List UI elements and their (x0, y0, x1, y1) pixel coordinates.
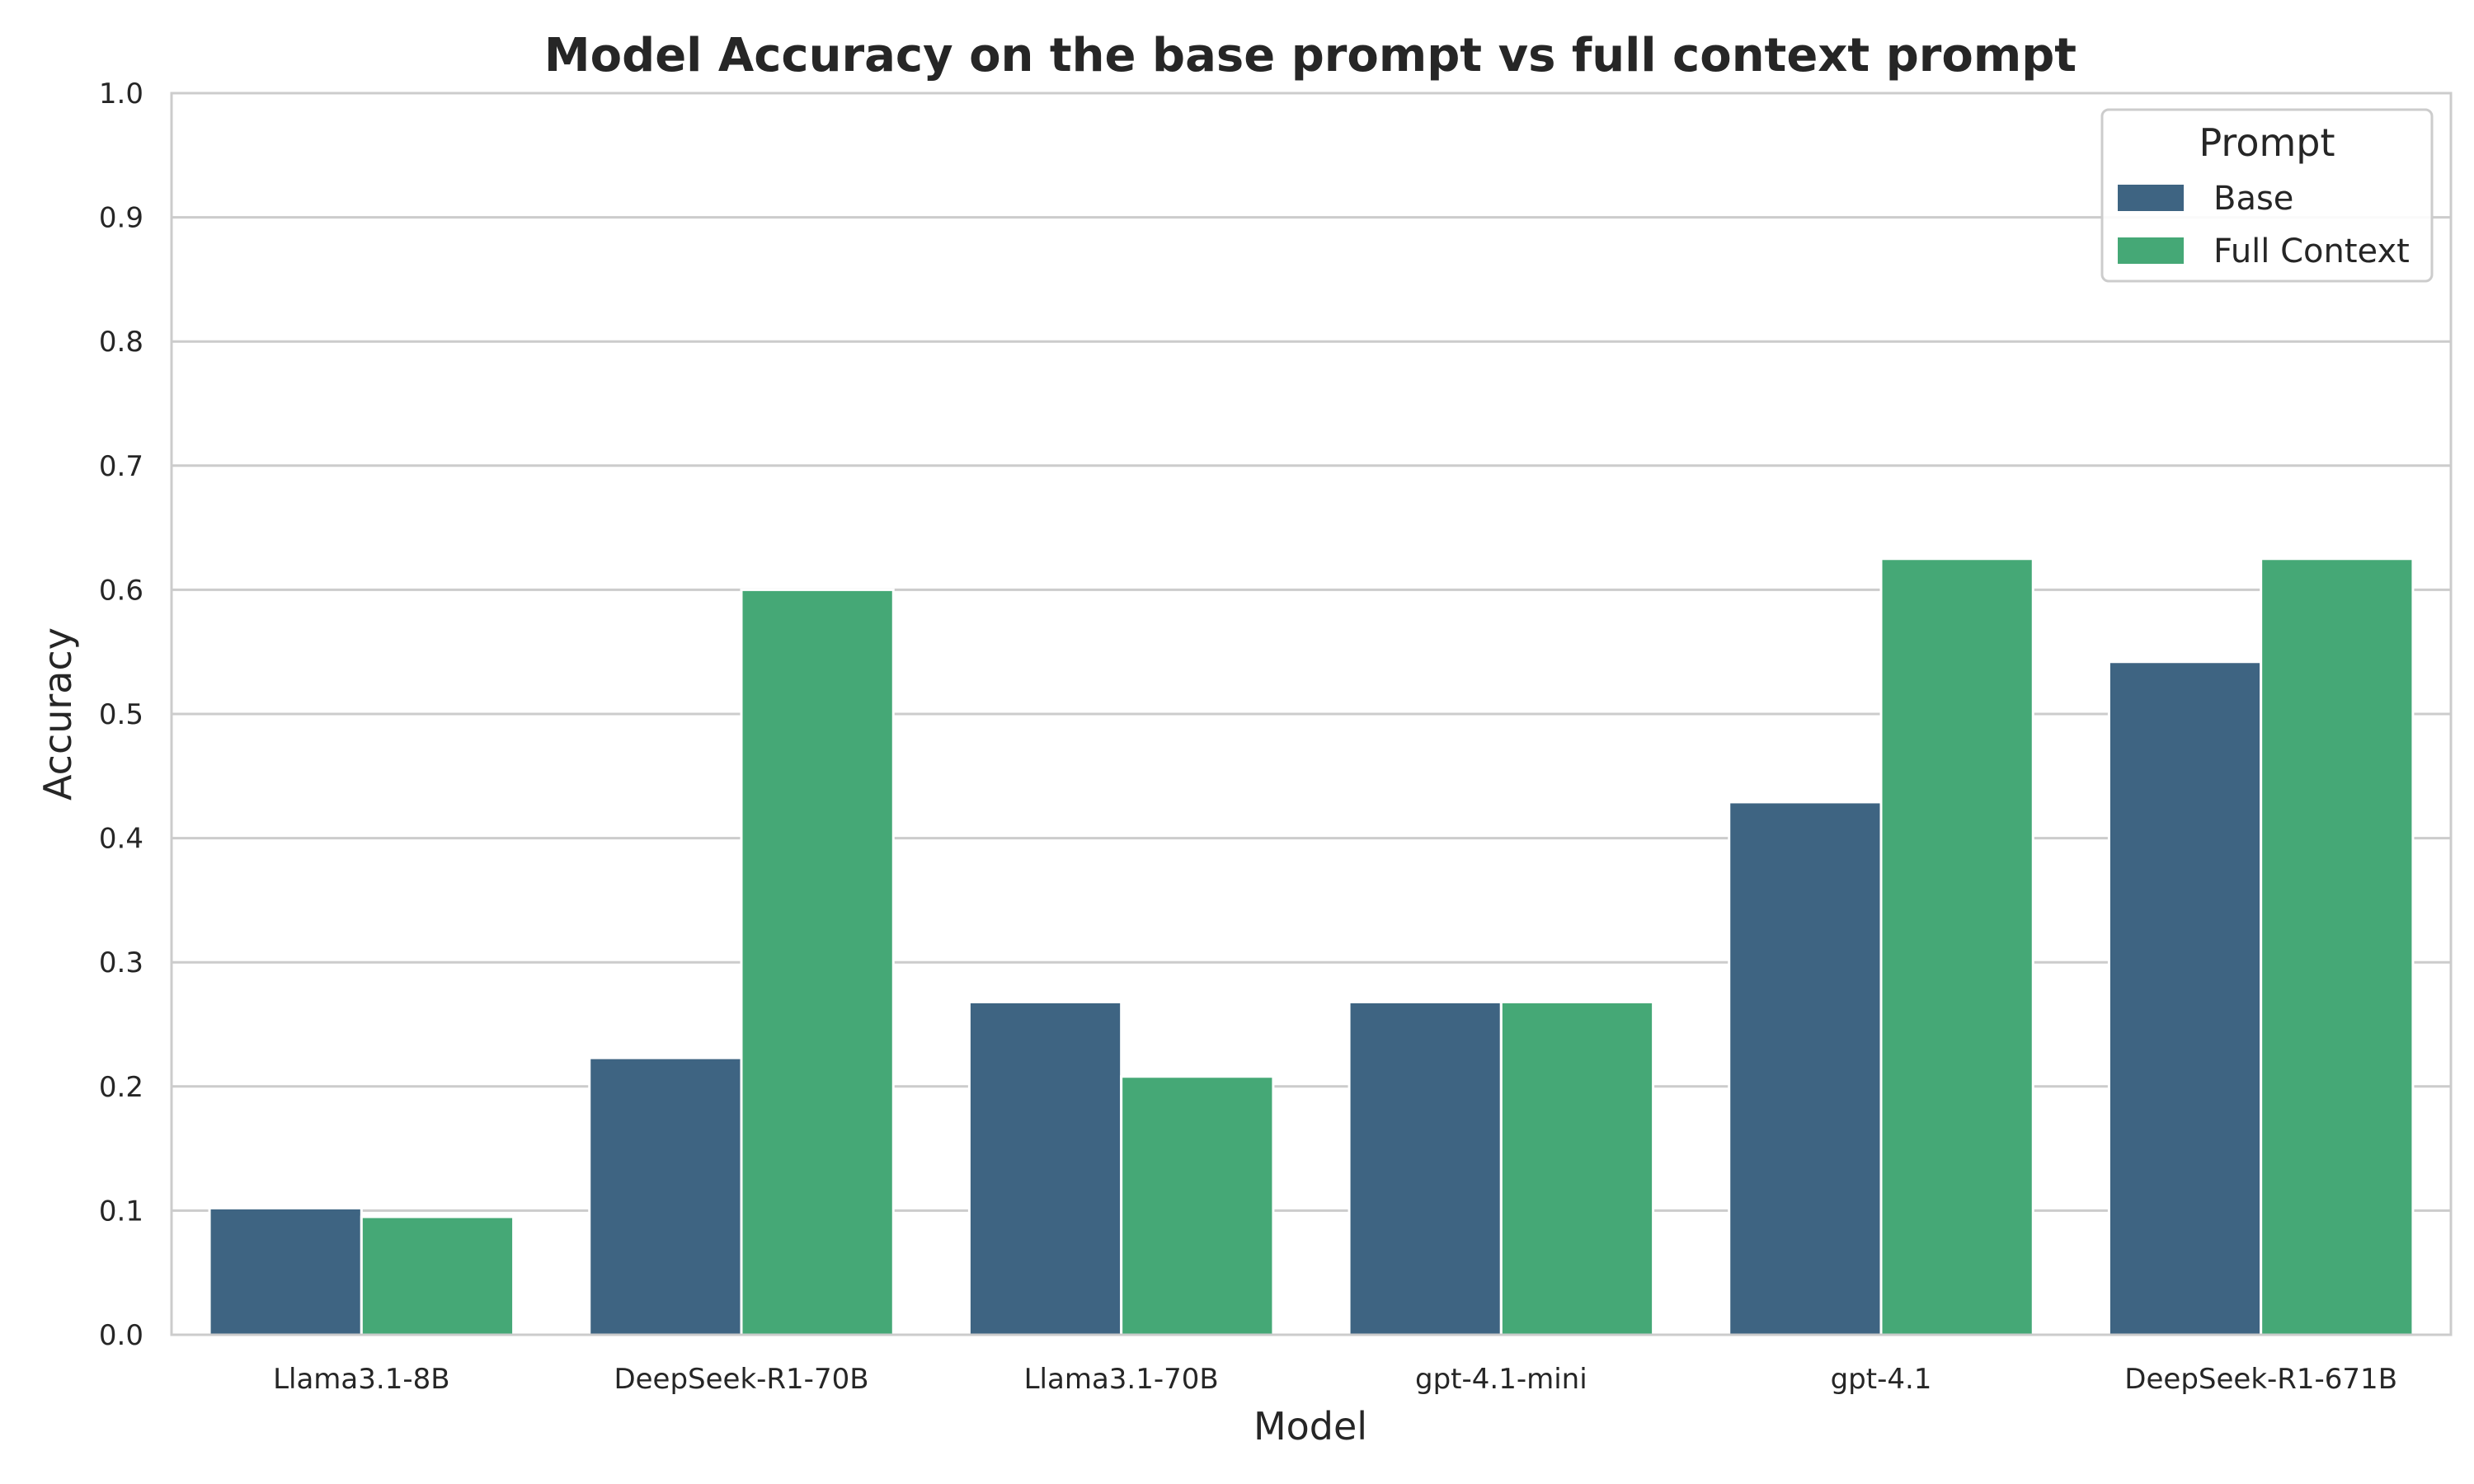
y-tick-label: 0.9 (99, 202, 143, 235)
bar-base (967, 1000, 1123, 1336)
x-tick-label: Llama3.1-8B (273, 1363, 449, 1396)
bar-base (1348, 1000, 1503, 1336)
bar-full-context (740, 588, 895, 1336)
bar-base (1728, 801, 1883, 1336)
x-axis-label: Model (1253, 1404, 1367, 1449)
y-tick-label: 0.2 (99, 1071, 143, 1104)
legend-swatch-base (2118, 185, 2184, 211)
x-tick-label: DeepSeek-R1-671B (2124, 1363, 2397, 1396)
y-tick-label: 0.1 (99, 1195, 143, 1228)
y-tick-label: 0.5 (99, 698, 143, 731)
y-tick-label: 0.4 (99, 823, 143, 856)
y-tick-label: 0.7 (99, 450, 143, 483)
bar-base (208, 1206, 363, 1336)
y-tick-label: 1.0 (99, 77, 143, 110)
x-tick-label: DeepSeek-R1-70B (614, 1363, 868, 1396)
bar-full-context (1879, 557, 2034, 1336)
chart-title: Model Accuracy on the base prompt vs ful… (544, 29, 2077, 82)
bar-base (588, 1056, 743, 1336)
x-axis-ticks: Llama3.1-8B DeepSeek-R1-70B Llama3.1-70B gp… (273, 1363, 2397, 1396)
legend-label-full-context: Full Context (2213, 232, 2410, 270)
y-tick-label: 0.3 (99, 946, 143, 979)
bar-full-context (360, 1215, 515, 1336)
y-axis-ticks: 0.0 0.1 0.2 0.3 0.4 0.5 0.6 0.7 0.8 0.9 1.0 (99, 77, 143, 1352)
bar-full-context (1120, 1075, 1275, 1336)
legend-label-base: Base (2213, 180, 2293, 218)
y-tick-label: 0.6 (99, 574, 143, 607)
x-tick-label: Llama3.1-70B (1024, 1363, 1219, 1396)
y-tick-label: 0.8 (99, 326, 143, 359)
x-tick-label: gpt-4.1-mini (1415, 1363, 1587, 1396)
y-tick-label: 0.0 (99, 1319, 143, 1352)
legend-box (2100, 108, 2434, 283)
bar-full-context (2260, 557, 2415, 1336)
y-axis-label: Accuracy (35, 627, 80, 801)
bar-full-context (1499, 1000, 1655, 1336)
bars (208, 557, 2415, 1336)
legend-title: Prompt (2199, 120, 2335, 165)
legend-swatch-full-context (2118, 237, 2184, 264)
legend: Prompt Base Full Context (2100, 108, 2434, 283)
plot-frame (170, 92, 2453, 1336)
x-tick-label: gpt-4.1 (1831, 1363, 1932, 1396)
bar-base (2107, 660, 2263, 1336)
